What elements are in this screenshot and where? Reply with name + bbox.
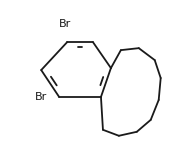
Text: Br: Br bbox=[59, 19, 71, 29]
Text: Br: Br bbox=[35, 92, 47, 102]
